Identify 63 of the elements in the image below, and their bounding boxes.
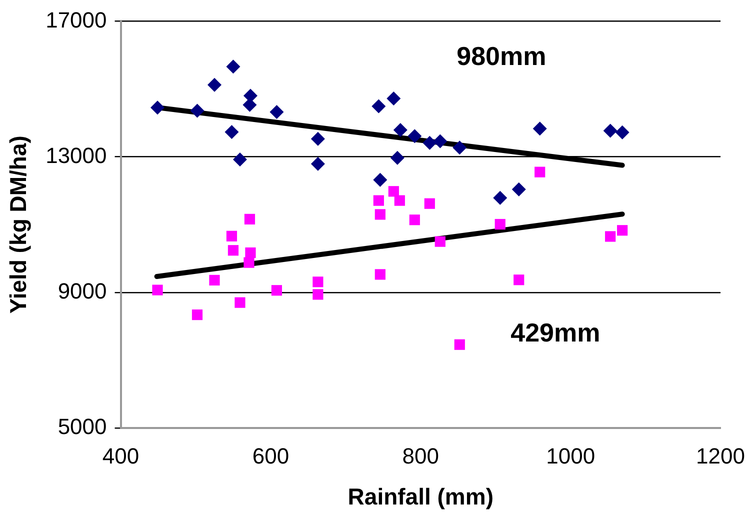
point	[605, 231, 616, 242]
y-tick-label: 5000	[58, 414, 107, 440]
point	[374, 269, 386, 280]
point	[454, 339, 465, 350]
point	[374, 209, 386, 220]
point	[373, 172, 388, 187]
x-tick-label: 1200	[696, 443, 746, 468]
point	[386, 91, 401, 106]
point	[192, 309, 203, 320]
point	[393, 123, 408, 138]
point	[245, 247, 256, 258]
x-axis-title: Rainfall (mm)	[348, 484, 494, 510]
point	[373, 195, 384, 206]
point	[270, 105, 284, 120]
point	[150, 100, 165, 115]
point	[228, 245, 239, 256]
point	[512, 182, 526, 196]
point	[532, 122, 547, 136]
point	[394, 195, 405, 206]
point	[232, 152, 247, 167]
point	[514, 274, 524, 286]
point	[390, 150, 404, 165]
point	[244, 214, 256, 224]
point	[242, 98, 257, 112]
point	[494, 218, 506, 230]
point	[234, 297, 246, 308]
point	[433, 134, 448, 148]
point	[310, 132, 325, 146]
series-label: 980mm	[456, 40, 546, 71]
y-tick-label: 9000	[58, 278, 107, 304]
x-tick-label: 1000	[546, 443, 596, 468]
x-tick-label: 400	[102, 443, 140, 468]
point	[372, 99, 386, 114]
point	[603, 124, 618, 138]
point	[534, 166, 546, 178]
x-tick-label: 600	[252, 443, 290, 468]
point	[310, 156, 325, 171]
point	[209, 274, 220, 286]
point	[452, 140, 467, 155]
y-tick-label: 13000	[46, 142, 107, 168]
point	[409, 214, 420, 226]
point	[408, 129, 422, 144]
y-axis-title: Yield (kg DM/ha)	[5, 136, 32, 314]
point	[207, 78, 222, 92]
point	[226, 230, 238, 242]
point	[434, 236, 446, 247]
point	[312, 289, 324, 300]
point	[493, 190, 508, 205]
point	[615, 125, 630, 140]
y-tick-label: 17000	[46, 7, 107, 32]
point	[422, 136, 437, 150]
point	[152, 284, 163, 296]
point	[244, 257, 254, 268]
point	[388, 186, 399, 197]
point	[424, 198, 435, 209]
point	[224, 125, 239, 140]
point	[271, 285, 282, 296]
point	[226, 60, 240, 74]
series-label: 429mm	[510, 318, 600, 348]
x-tick-label: 800	[402, 443, 440, 468]
point	[312, 276, 324, 288]
point	[190, 104, 204, 118]
point	[617, 225, 628, 236]
